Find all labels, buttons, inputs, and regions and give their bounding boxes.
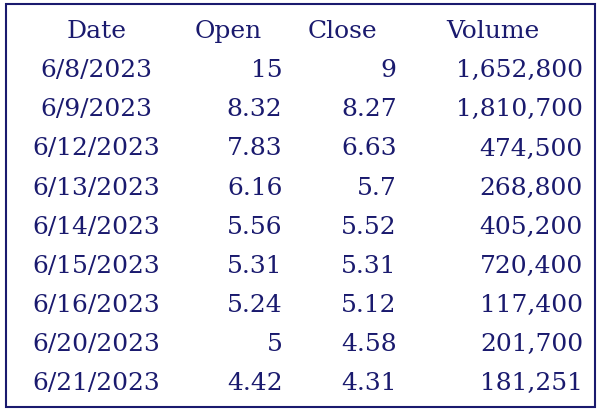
Text: 4.42: 4.42 [227,372,282,395]
Text: 15: 15 [251,60,282,82]
Text: 6/12/2023: 6/12/2023 [32,138,160,160]
Text: 5.31: 5.31 [227,255,282,277]
Text: 720,400: 720,400 [480,255,583,277]
Text: 5.31: 5.31 [341,255,397,277]
Text: 9: 9 [381,60,397,82]
Text: 6/20/2023: 6/20/2023 [32,333,160,356]
Text: 4.58: 4.58 [341,333,397,356]
Text: 6/21/2023: 6/21/2023 [32,372,160,395]
Text: 1,652,800: 1,652,800 [456,60,583,82]
Text: 5.7: 5.7 [357,177,397,199]
Text: 6.63: 6.63 [341,138,397,160]
Text: 5: 5 [267,333,282,356]
Text: 181,251: 181,251 [480,372,583,395]
Text: 6/16/2023: 6/16/2023 [32,294,160,316]
Text: Close: Close [308,21,377,43]
Text: 474,500: 474,500 [480,138,583,160]
Text: 201,700: 201,700 [480,333,583,356]
Text: 6/15/2023: 6/15/2023 [32,255,160,277]
Text: Volume: Volume [446,21,540,43]
Text: 117,400: 117,400 [480,294,583,316]
Text: 5.52: 5.52 [341,216,397,238]
Text: 8.27: 8.27 [341,99,397,121]
Text: 8.32: 8.32 [227,99,282,121]
Text: 5.56: 5.56 [227,216,282,238]
Text: 5.12: 5.12 [341,294,397,316]
Text: 7.83: 7.83 [227,138,282,160]
Text: 405,200: 405,200 [480,216,583,238]
Text: 5.24: 5.24 [227,294,282,316]
Text: Date: Date [66,21,126,43]
Text: 268,800: 268,800 [480,177,583,199]
Text: 1,810,700: 1,810,700 [456,99,583,121]
Text: 4.31: 4.31 [341,372,397,395]
Text: 6/14/2023: 6/14/2023 [32,216,160,238]
Text: 6.16: 6.16 [227,177,282,199]
Text: 6/13/2023: 6/13/2023 [32,177,160,199]
Text: 6/8/2023: 6/8/2023 [40,60,152,82]
Text: 6/9/2023: 6/9/2023 [40,99,152,121]
Text: Open: Open [195,21,262,43]
